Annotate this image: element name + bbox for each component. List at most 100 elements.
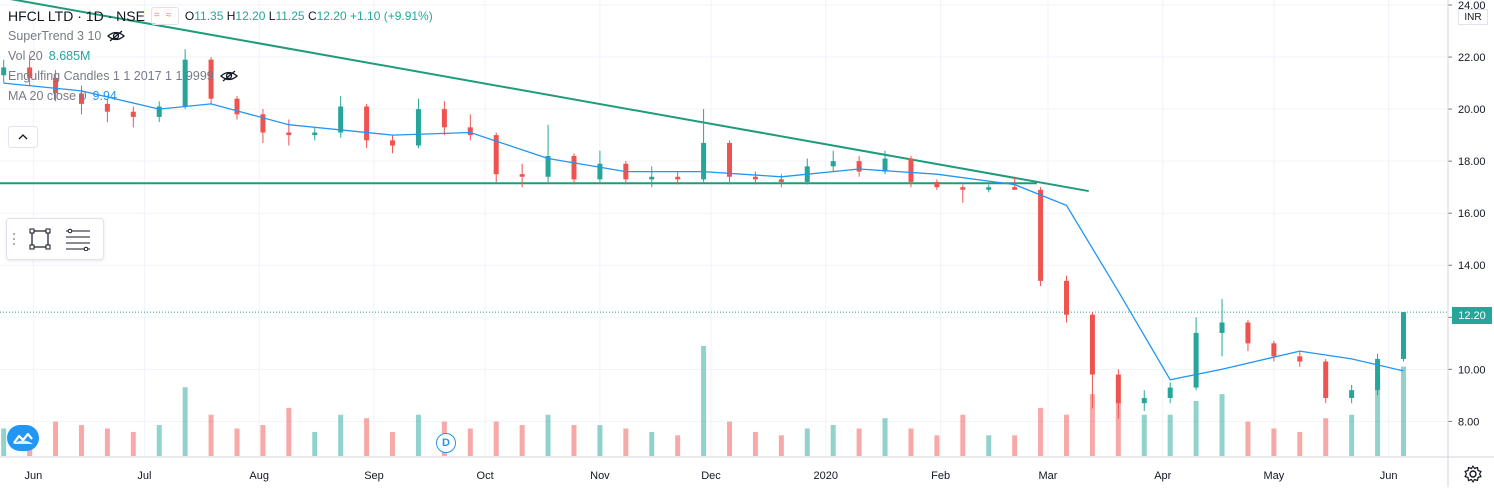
candle-layer xyxy=(1,49,1406,419)
ma20-line xyxy=(3,82,1404,381)
time-tick-label: Jun xyxy=(24,470,42,482)
trendline-layer xyxy=(0,0,1089,193)
volume-bar xyxy=(104,428,110,456)
indicator-engulfing[interactable]: Engulfing Candles 1 1 2017 1 1 9999 xyxy=(8,66,433,86)
volume-bar xyxy=(1271,428,1277,456)
drawing-toolbox xyxy=(6,218,104,260)
candle-body xyxy=(649,176,655,180)
price-tick-label: 10.00 xyxy=(1458,364,1486,376)
volume-bar xyxy=(882,418,888,456)
ma-value: 9.94 xyxy=(92,89,117,103)
volume-bar xyxy=(597,425,603,456)
eye-off-icon[interactable] xyxy=(219,69,238,83)
close-value: 12.20 xyxy=(316,9,347,23)
volume-bar xyxy=(934,435,940,456)
candle-body xyxy=(78,93,84,104)
time-tick-label: Sep xyxy=(364,470,384,482)
volume-bar xyxy=(1089,394,1095,456)
volume-bar xyxy=(1375,380,1381,456)
volume-bar xyxy=(1193,401,1199,456)
candle-body xyxy=(1038,189,1044,281)
chart-legend: HFCL LTD · 1D · NSE = ≈ O11.35 H12.20 L1… xyxy=(8,6,433,106)
volume-bar xyxy=(986,435,992,456)
candle-body xyxy=(53,77,59,94)
close-label: C xyxy=(307,9,317,23)
price-tick-label: 22.00 xyxy=(1458,52,1486,64)
symbol-row: HFCL LTD · 1D · NSE = ≈ O11.35 H12.20 L1… xyxy=(8,6,433,26)
volume-bar xyxy=(467,428,473,456)
time-tick-label: Aug xyxy=(249,470,269,482)
price-tick-label: 18.00 xyxy=(1458,156,1486,168)
candle-body xyxy=(1089,314,1095,375)
candle-body xyxy=(908,158,914,182)
volume-bar xyxy=(1297,431,1303,456)
indicator-volume[interactable]: Vol 20 8.685M xyxy=(8,46,433,66)
collapse-legend-button[interactable] xyxy=(8,126,38,148)
price-tick-label: 16.00 xyxy=(1458,208,1486,220)
tradingview-logo[interactable] xyxy=(7,425,39,451)
symbol-title[interactable]: HFCL LTD · 1D · NSE xyxy=(8,8,145,24)
low-value: 11.25 xyxy=(275,9,305,23)
volume-bar xyxy=(260,425,266,456)
volume-bar xyxy=(1323,418,1329,456)
candle-body xyxy=(1323,361,1329,398)
candle-body xyxy=(364,106,370,141)
volume-bar xyxy=(571,425,577,456)
candle-body xyxy=(597,163,603,180)
drag-handle[interactable] xyxy=(7,219,21,259)
candle-body xyxy=(752,176,758,180)
candle-body xyxy=(1193,332,1199,388)
candle-body xyxy=(234,98,240,115)
candle-body xyxy=(701,142,707,180)
currency-badge[interactable]: INR xyxy=(1458,9,1488,25)
time-tick-label: Jul xyxy=(137,470,151,482)
candle-body xyxy=(519,174,525,177)
volume-bar xyxy=(830,425,836,456)
rectangle-tool-button[interactable] xyxy=(21,220,59,258)
candle-body xyxy=(1064,280,1069,315)
volume-bar xyxy=(701,346,707,456)
volume-bar xyxy=(675,435,681,456)
candle-body xyxy=(960,187,966,190)
candle-body xyxy=(208,59,214,99)
fib-lines-tool-button[interactable] xyxy=(59,220,97,258)
volume-bar xyxy=(78,425,84,456)
fib-lines-tool-icon xyxy=(66,228,90,251)
candle-body xyxy=(156,106,162,117)
price-tick-label: 14.00 xyxy=(1458,260,1486,272)
volume-bar xyxy=(312,431,318,456)
indicator-ma[interactable]: MA 20 close 0 9.94 xyxy=(8,86,433,106)
volume-bar xyxy=(208,414,214,456)
supertrend-label: SuperTrend 3 10 xyxy=(8,29,102,43)
high-value: 12.20 xyxy=(235,9,266,23)
time-tick-label: Oct xyxy=(477,470,494,482)
tradingview-logo-icon xyxy=(13,432,33,444)
candle-body xyxy=(1349,390,1355,398)
volume-bar xyxy=(1167,414,1173,456)
compare-chip[interactable]: = ≈ xyxy=(150,7,179,25)
indicator-supertrend[interactable]: SuperTrend 3 10 xyxy=(8,26,433,46)
volume-bar xyxy=(856,428,862,456)
volume-bar xyxy=(649,431,655,456)
dividend-badge[interactable]: D xyxy=(436,433,456,453)
volume-bar xyxy=(1219,394,1225,456)
candle-body xyxy=(1115,374,1121,404)
wave-icon: ≈ xyxy=(165,10,172,21)
gear-icon[interactable] xyxy=(1463,464,1483,484)
eye-off-icon[interactable] xyxy=(107,29,126,43)
candle-body xyxy=(312,132,318,136)
candle-body xyxy=(104,103,110,112)
candle-body xyxy=(1219,322,1225,333)
grip-icon xyxy=(13,233,15,245)
candle-body xyxy=(390,140,396,146)
time-tick-label: Jun xyxy=(1380,470,1398,482)
volume-bar xyxy=(493,421,499,456)
volume-bar xyxy=(1038,407,1044,456)
volume-bar xyxy=(234,428,240,456)
rectangle-tool-icon xyxy=(29,228,51,250)
candle-body xyxy=(1167,387,1173,398)
price-tick-label: 20.00 xyxy=(1458,104,1486,116)
volume-bar xyxy=(130,431,136,456)
time-tick-label: Apr xyxy=(1154,470,1171,482)
volume-bar xyxy=(338,414,344,456)
